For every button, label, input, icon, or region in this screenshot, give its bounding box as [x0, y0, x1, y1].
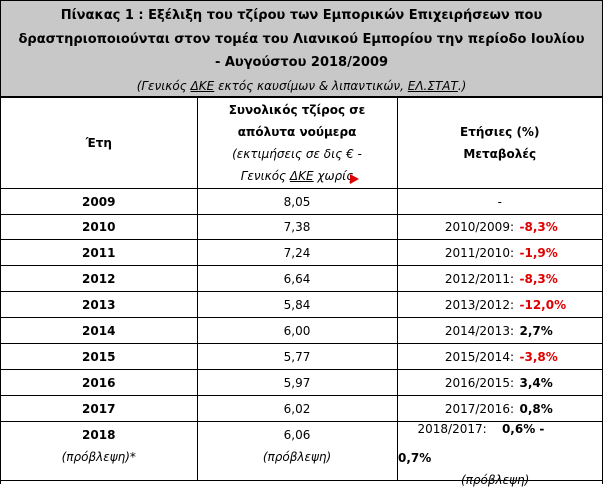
change-cell[interactable]: 2018/2017: 0,6% -	[396, 421, 602, 481]
table-row-forecast: 2018 (πρόβλεψη)* 6,06 (πρόβλεψη) 2018/20…	[1, 421, 602, 481]
change-cell[interactable]: -	[396, 188, 602, 215]
change-period-label: 2010/2009:	[444, 220, 514, 234]
table-subtitle: (Γενικός ΔΚΕ εκτός καυσίμων & λιπαντικών…	[1, 79, 602, 94]
change-percent: -1,9%	[519, 245, 558, 260]
turnover-cell[interactable]: 8,05	[196, 188, 398, 215]
change-period-label: 2013/2012:	[444, 297, 514, 312]
year-cell[interactable]: 2017	[1, 395, 198, 422]
forecast-change-line: 2018/2017: 0,6% -	[418, 422, 545, 436]
header-turnover-abbr-dke: ΔΚΕ	[289, 169, 314, 183]
change-percent: -8,3%	[519, 271, 558, 286]
change-period-label: 2018/2017:	[417, 422, 487, 436]
change-percent: -12,0%	[519, 297, 567, 312]
table-title-line-3: - Αυγούστου 2018/2009	[214, 55, 389, 70]
header-turnover-line-4-part: Γενικός	[240, 169, 290, 183]
year-cell[interactable]: 2016	[1, 369, 198, 396]
year-cell[interactable]: 2010	[1, 214, 198, 240]
change-cell[interactable]: 2013/2012: -12,0%	[396, 291, 602, 318]
subtitle-part: (Γενικός	[136, 79, 191, 93]
turnover-cell[interactable]: 5,77	[196, 343, 398, 370]
change-percent: -3,8%	[519, 349, 558, 364]
change-percent: -8,3%	[519, 220, 558, 234]
change-cell[interactable]: 2016/2015: 3,4%	[396, 369, 602, 396]
change-period-label: 2015/2014:	[444, 349, 514, 364]
header-change[interactable]: Ετήσιες (%) Μεταβολές	[396, 97, 602, 189]
change-period-label: 2012/2011:	[444, 271, 514, 286]
year-cell[interactable]: 2009	[1, 188, 198, 215]
change-period-label: 2011/2010:	[444, 245, 514, 260]
change-period-label: 2017/2016:	[444, 401, 514, 416]
turnover-cell[interactable]: 7,38	[196, 214, 398, 240]
year-cell[interactable]: 2014	[1, 317, 198, 344]
title-block: Πίνακας 1 : Εξέλιξη του τζίρου των Εμπορ…	[1, 0, 602, 97]
header-row: Έτη Συνολικός τζίρος σε απόλυτα νούμερα …	[1, 97, 602, 189]
table-row: 2012 6,64 2012/2011: -8,3%	[1, 265, 602, 292]
header-turnover-line-1: Συνολικός τζίρος σε	[228, 103, 366, 117]
subtitle-abbr-dke: ΔΚΕ	[190, 79, 215, 93]
change-cell[interactable]: 2012/2011: -8,3%	[396, 265, 602, 292]
year-cell[interactable]: 2018 (πρόβλεψη)*	[1, 421, 198, 481]
table-title-line-2: δραστηριοποιούνται στον τομέα του Λιανικ…	[18, 32, 585, 47]
table-row: 2015 5,77 2015/2014: -3,8%	[1, 343, 602, 370]
turnover-cell[interactable]: 6,64	[196, 265, 398, 292]
turnover-cell[interactable]: 6,02	[196, 395, 398, 422]
table-row: 2013 5,84 2013/2012: -12,0%	[1, 291, 602, 318]
table-row: 2011 7,24 2011/2010: -1,9%	[1, 239, 602, 266]
change-percent: 3,4%	[519, 375, 553, 390]
forecast-value: 6,06	[283, 428, 311, 442]
forecast-year-note: (πρόβλεψη)*	[61, 450, 136, 464]
change-cell[interactable]: 2015/2014: -3,8%	[396, 343, 602, 370]
change-cell[interactable]: 2011/2010: -1,9%	[396, 239, 602, 266]
subtitle-part: εκτός καυσίμων & λιπαντικών,	[214, 79, 408, 93]
change-period-label: 2016/2015:	[444, 375, 514, 390]
year-cell[interactable]: 2013	[1, 291, 198, 318]
table-row: 2014 6,00 2014/2013: 2,7%	[1, 317, 602, 344]
year-cell[interactable]: 2012	[1, 265, 198, 292]
header-turnover-line-4-part: χωρίς	[313, 169, 354, 183]
turnover-cell[interactable]: 6,06 (πρόβλεψη)	[196, 421, 398, 481]
forecast-change-note: (πρόβλεψη)	[461, 473, 530, 487]
table-row: 2009 8,05 -	[1, 188, 602, 215]
turnover-cell[interactable]: 7,24	[196, 239, 398, 266]
change-percent: 0,8%	[519, 401, 553, 416]
header-years-label: Έτη	[85, 136, 112, 150]
turnover-cell[interactable]: 5,84	[196, 291, 398, 318]
forecast-year: 2018	[82, 428, 116, 442]
header-turnover-line-3: (εκτιμήσεις σε δις € -	[232, 147, 362, 161]
change-period-label: 2014/2013:	[444, 323, 514, 338]
header-turnover-line-2: απόλυτα νούμερα	[237, 125, 357, 139]
change-cell[interactable]: 2014/2013: 2,7%	[396, 317, 602, 344]
turnover-table: Έτη Συνολικός τζίρος σε απόλυτα νούμερα …	[1, 97, 602, 481]
year-cell[interactable]: 2015	[1, 343, 198, 370]
forecast-value-note: (πρόβλεψη)	[262, 450, 332, 464]
comment-flag-icon[interactable]	[349, 174, 359, 184]
change-cell[interactable]: 2017/2016: 0,8%	[396, 395, 602, 422]
header-turnover-line-4: Γενικός ΔΚΕ χωρίς	[198, 165, 396, 187]
table-row: 2010 7,38 2010/2009: -8,3%	[1, 214, 602, 240]
table-row: 2016 5,97 2016/2015: 3,4%	[1, 369, 602, 396]
table-row: 2017 6,02 2017/2016: 0,8%	[1, 395, 602, 422]
header-turnover[interactable]: Συνολικός τζίρος σε απόλυτα νούμερα (εκτ…	[196, 97, 398, 189]
forecast-change-overflow: 0,7%	[398, 451, 432, 465]
turnover-cell[interactable]: 6,00	[196, 317, 398, 344]
table-title-line-1: Πίνακας 1 : Εξέλιξη του τζίρου των Εμπορ…	[60, 8, 543, 23]
change-percent: 0,6% -	[501, 422, 545, 436]
subtitle-part: .)	[457, 79, 467, 93]
header-change-line-2: Μεταβολές	[463, 147, 537, 161]
header-change-line-1: Ετήσιες (%)	[460, 125, 540, 139]
turnover-cell[interactable]: 5,97	[196, 369, 398, 396]
subtitle-abbr-elstat: ΕΛ.ΣΤΑΤ	[407, 79, 458, 93]
change-percent: 2,7%	[519, 323, 553, 338]
year-cell[interactable]: 2011	[1, 239, 198, 266]
change-cell[interactable]: 2010/2009: -8,3%	[396, 214, 602, 240]
header-years[interactable]: Έτη	[1, 97, 198, 189]
